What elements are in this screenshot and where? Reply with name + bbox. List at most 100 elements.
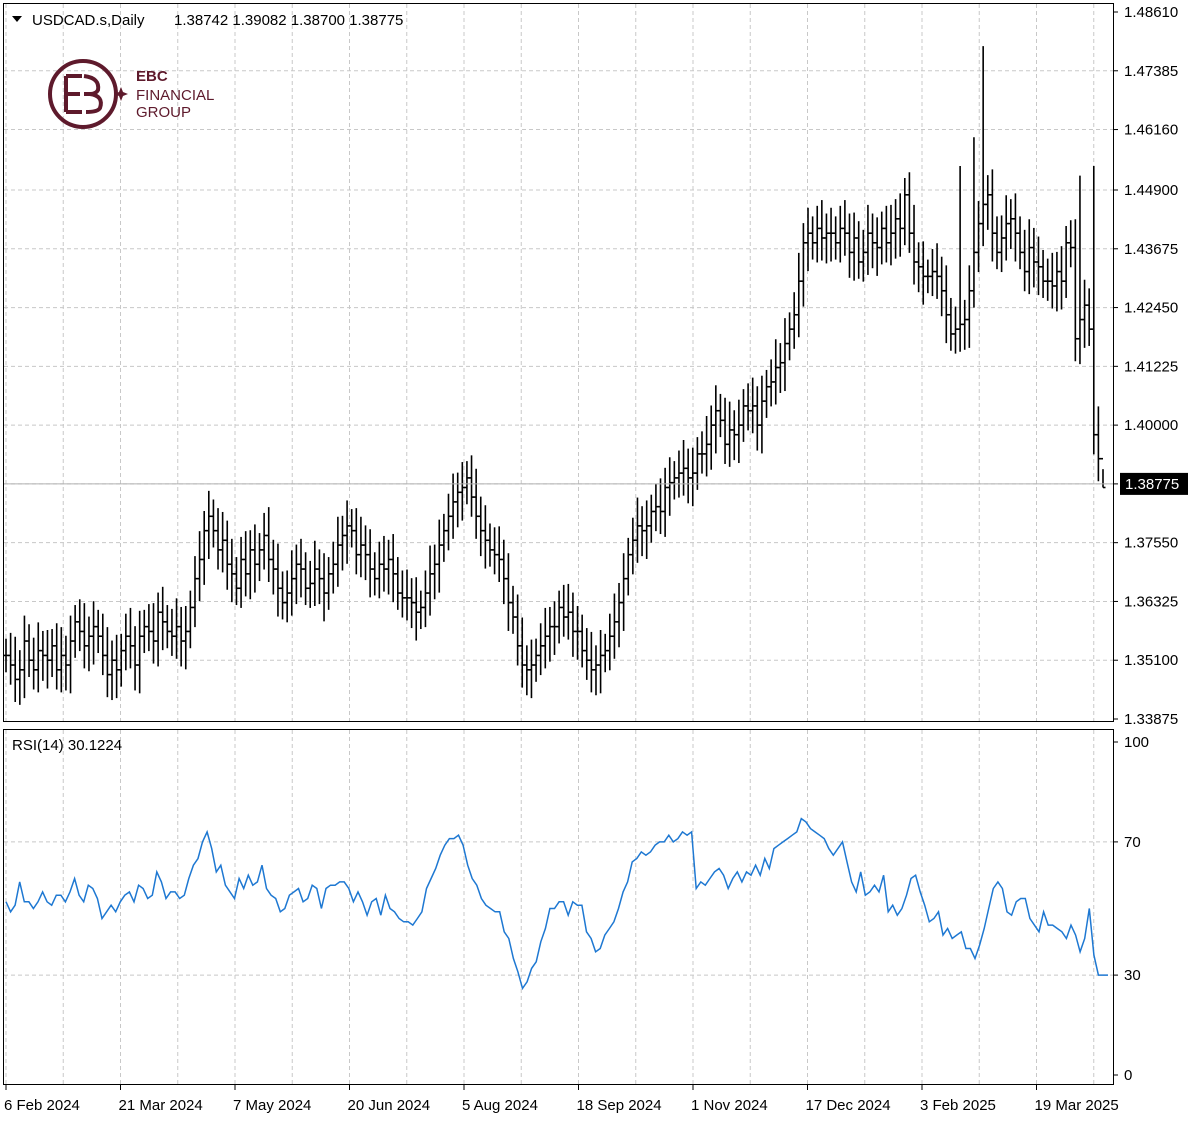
ohlc-bar xyxy=(953,306,959,354)
price-tick-label: 1.36325 xyxy=(1124,593,1178,610)
ohlc-bar xyxy=(607,613,613,671)
ohlc-bar xyxy=(21,615,27,699)
price-tick-label: 1.33875 xyxy=(1124,711,1178,728)
time-tick-label: 6 Feb 2024 xyxy=(4,1097,80,1114)
ohlc-bar xyxy=(685,448,691,504)
ohlc-bar xyxy=(625,537,631,596)
price-tick-label: 1.41225 xyxy=(1124,358,1178,375)
ohlc-bar xyxy=(842,200,848,256)
ohlc-bar xyxy=(740,389,746,442)
ohlc-bar xyxy=(441,513,447,562)
collapse-triangle-icon[interactable] xyxy=(12,16,22,22)
ohlc-bar xyxy=(971,137,977,308)
ohlc-bar xyxy=(1095,406,1101,482)
price-tick-label: 1.43675 xyxy=(1124,241,1178,258)
ohlc-bar xyxy=(856,221,862,279)
ohlc-bar xyxy=(902,178,908,246)
ohlc-bar xyxy=(524,645,530,696)
ohlc-bar xyxy=(104,627,110,698)
ohlc-bar xyxy=(386,539,392,595)
logo-line2: FINANCIAL xyxy=(136,87,214,104)
ohlc-bar xyxy=(515,594,521,666)
ohlc-bar xyxy=(487,523,493,567)
ohlc-bar xyxy=(358,516,364,578)
ohlc-bar xyxy=(316,549,322,605)
price-tick-label: 1.46160 xyxy=(1124,122,1178,139)
ohlc-bar xyxy=(146,604,152,652)
ohlc-bar xyxy=(1012,193,1018,262)
ohlc-bar xyxy=(473,468,479,539)
ohlc-bar xyxy=(690,447,696,507)
ohlc-bar xyxy=(192,556,198,628)
ohlc-bar xyxy=(1082,279,1088,348)
ohlc-bar xyxy=(459,462,465,521)
ohlc-bar xyxy=(1091,166,1097,455)
time-tick-label: 5 Aug 2024 xyxy=(462,1097,538,1114)
ohlc-bar xyxy=(353,508,359,575)
ohlc-bar xyxy=(233,557,239,606)
price-tick-label: 1.48610 xyxy=(1124,4,1178,21)
time-tick-label: 21 Mar 2024 xyxy=(119,1097,203,1114)
ohlc-bar xyxy=(796,252,802,338)
current-price-value: 1.38775 xyxy=(1125,476,1179,493)
ohlc-bar xyxy=(787,312,793,361)
ohlc-bar xyxy=(243,531,249,597)
ohlc-bar xyxy=(35,622,41,693)
ohlc-bar xyxy=(330,541,336,594)
ohlc-bar xyxy=(482,505,488,569)
ohlc-bar xyxy=(137,610,143,694)
ohlc-bar xyxy=(150,603,156,664)
ohlc-bar xyxy=(561,584,567,637)
ohlc-bar xyxy=(538,623,544,676)
ohlc-bar xyxy=(893,199,899,259)
ohlc-bar xyxy=(40,630,46,681)
ohlc-bar xyxy=(1035,236,1041,296)
logo-monogram-icon xyxy=(64,74,103,114)
ohlc-bar xyxy=(339,515,345,571)
ohlc-bar xyxy=(1068,220,1074,268)
ohlc-bar xyxy=(833,216,839,260)
ohlc-bar xyxy=(183,606,189,670)
ohlc-bar xyxy=(505,553,511,631)
ohlc-bar xyxy=(174,598,180,659)
ohlc-bar xyxy=(160,586,166,651)
ohlc-bar xyxy=(275,543,281,617)
ohlc-bar xyxy=(621,553,627,631)
ohlc-bar xyxy=(510,585,516,634)
time-axis: 6 Feb 2024 21 Mar 2024 7 May 2024 20 Jun 20… xyxy=(4,1084,1119,1114)
ohlc-bar xyxy=(648,494,654,543)
ohlc-bar xyxy=(713,385,719,454)
price-tick-label: 1.42450 xyxy=(1124,300,1178,317)
rsi-panel xyxy=(3,729,1114,1085)
ohlc-bar xyxy=(238,536,244,608)
ohlc-bar xyxy=(846,213,852,278)
ohlc-bar xyxy=(717,393,723,438)
ohlc-bar xyxy=(828,207,834,262)
current-price-tag xyxy=(1120,472,1188,495)
ohlc-bar xyxy=(422,570,428,628)
ohlc-bar xyxy=(132,626,138,691)
ohlc-bar xyxy=(570,592,576,657)
ohlc-bar xyxy=(229,538,235,603)
ohlc-bar xyxy=(754,386,760,451)
price-tick-label: 1.35100 xyxy=(1124,652,1178,669)
ohlc-bar xyxy=(1026,219,1032,295)
ohlc-bar xyxy=(72,605,78,658)
rsi-tick-label: 0 xyxy=(1124,1067,1132,1084)
ohlc-bar xyxy=(906,172,912,253)
ohlc-bar xyxy=(533,638,539,682)
ohlc-bar xyxy=(980,46,986,247)
ohlc-bar xyxy=(925,259,931,294)
ohlc-bar xyxy=(169,608,175,656)
ohlc-bar xyxy=(91,601,97,665)
ohlc-bar xyxy=(1049,252,1055,309)
ohlc-bar xyxy=(528,639,534,699)
ohlc-bar xyxy=(266,507,272,583)
ohlc-bar xyxy=(114,634,120,699)
ohlc-bar xyxy=(164,605,170,649)
ohlc-bar xyxy=(920,241,926,305)
ohlc-bar xyxy=(321,553,327,622)
ohlc-bar xyxy=(390,534,396,603)
ohlc-bar xyxy=(326,557,332,610)
logo-star-icon xyxy=(114,87,128,101)
